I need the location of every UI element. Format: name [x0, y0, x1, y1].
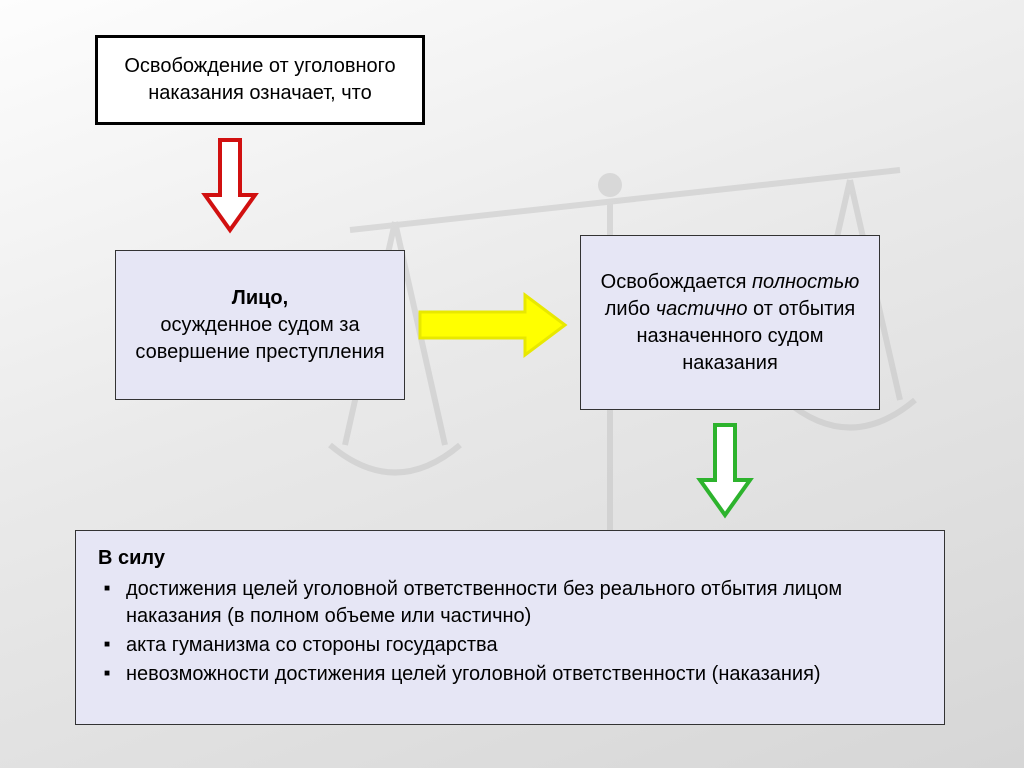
box-person: Лицо, осужденное судом за совершение пре… — [115, 250, 405, 400]
list-item: достижения целей уголовной ответственнос… — [98, 576, 922, 630]
box-definition-text: Освобождение от уголовного наказания озн… — [114, 53, 406, 107]
box-reasons-list: достижения целей уголовной ответственнос… — [98, 576, 922, 688]
txt-pre: Освобождается — [601, 271, 752, 293]
list-item: невозможности достижения целей уголовной… — [98, 661, 922, 688]
arrow-yellow-right — [415, 290, 570, 360]
box-person-bold: Лицо, — [232, 287, 288, 309]
txt-it1: полностью — [752, 271, 859, 293]
list-item: акта гуманизма со стороны государства — [98, 632, 922, 659]
txt-it2: частично — [656, 298, 748, 320]
box-released: Освобождается полностью либо частично от… — [580, 235, 880, 410]
box-reasons-title: В силу — [98, 547, 165, 569]
box-person-text: осужденное судом за совершение преступле… — [135, 314, 384, 363]
txt-mid: либо — [605, 298, 656, 320]
box-definition: Освобождение от уголовного наказания озн… — [95, 35, 425, 125]
arrow-red-down — [200, 135, 260, 235]
arrow-green-down — [695, 420, 755, 520]
box-reasons: В силу достижения целей уголовной ответс… — [75, 530, 945, 725]
